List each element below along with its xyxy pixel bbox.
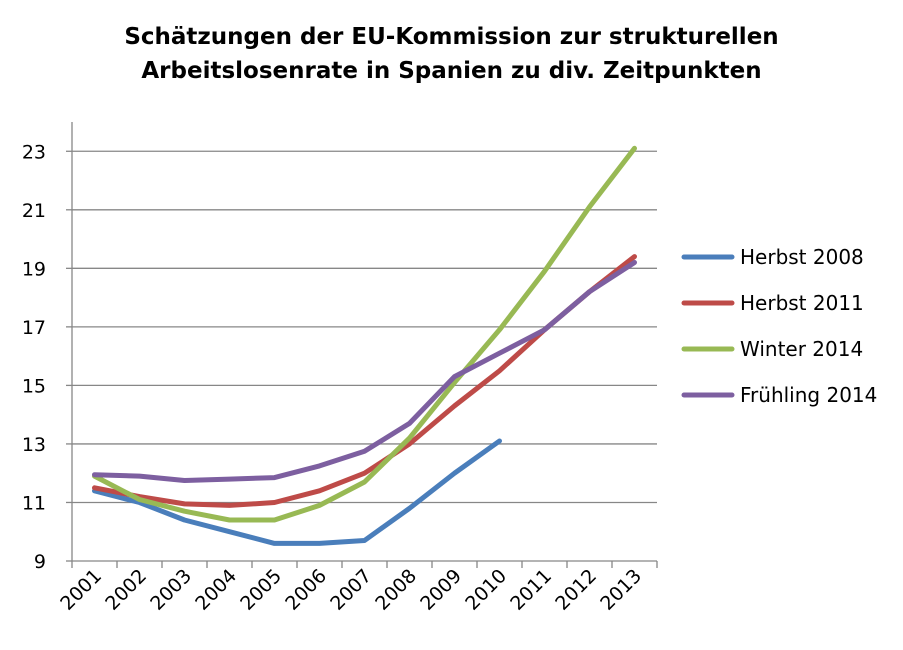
y-tick-label: 9 xyxy=(34,551,46,573)
x-tick-label: 2009 xyxy=(416,565,466,615)
series-line-4 xyxy=(92,260,637,483)
series-lines xyxy=(92,145,637,546)
y-tick-label: 13 xyxy=(22,434,46,456)
axes xyxy=(66,122,658,568)
legend: Herbst 2008 Herbst 2011 Winter 2014 Frühlin… xyxy=(681,245,877,407)
x-tick-label: 2010 xyxy=(461,565,511,615)
x-tick-label: 2013 xyxy=(596,565,646,615)
series-line-2 xyxy=(92,254,637,508)
y-tick-label: 15 xyxy=(22,375,46,397)
legend-label-3: Winter 2014 xyxy=(740,337,863,361)
chart-title-line-1: Schätzungen der EU-Kommission zur strukt… xyxy=(124,24,779,50)
y-tick-label: 21 xyxy=(22,200,46,222)
x-tick-labels: 2001200220032004200520062007200820092010… xyxy=(56,565,646,615)
x-tick-label: 2012 xyxy=(551,565,601,615)
x-tick-label: 2003 xyxy=(146,565,196,615)
legend-label-2: Herbst 2011 xyxy=(740,291,864,315)
chart-title: Schätzungen der EU-Kommission zur strukt… xyxy=(0,20,903,88)
y-tick-label: 23 xyxy=(22,141,46,163)
legend-label-1: Herbst 2008 xyxy=(740,245,864,269)
y-tick-label: 11 xyxy=(22,492,46,514)
legend-label-4: Frühling 2014 xyxy=(740,383,877,407)
x-tick-label: 2008 xyxy=(371,565,421,615)
x-tick-label: 2006 xyxy=(281,565,331,615)
x-tick-label: 2002 xyxy=(101,565,151,615)
y-tick-label: 19 xyxy=(22,258,46,280)
x-tick-label: 2011 xyxy=(506,565,556,615)
y-tick-label: 17 xyxy=(22,317,46,339)
x-tick-label: 2004 xyxy=(191,565,241,615)
chart-title-line-2: Arbeitslosenrate in Spanien zu div. Zeit… xyxy=(141,58,762,84)
series-line-1 xyxy=(92,438,502,546)
y-tick-labels: 9 11 13 15 17 19 21 23 xyxy=(22,141,46,573)
x-tick-label: 2001 xyxy=(56,565,106,615)
x-tick-label: 2007 xyxy=(326,565,376,615)
series-line-3 xyxy=(92,145,637,523)
x-tick-label: 2005 xyxy=(236,565,286,615)
